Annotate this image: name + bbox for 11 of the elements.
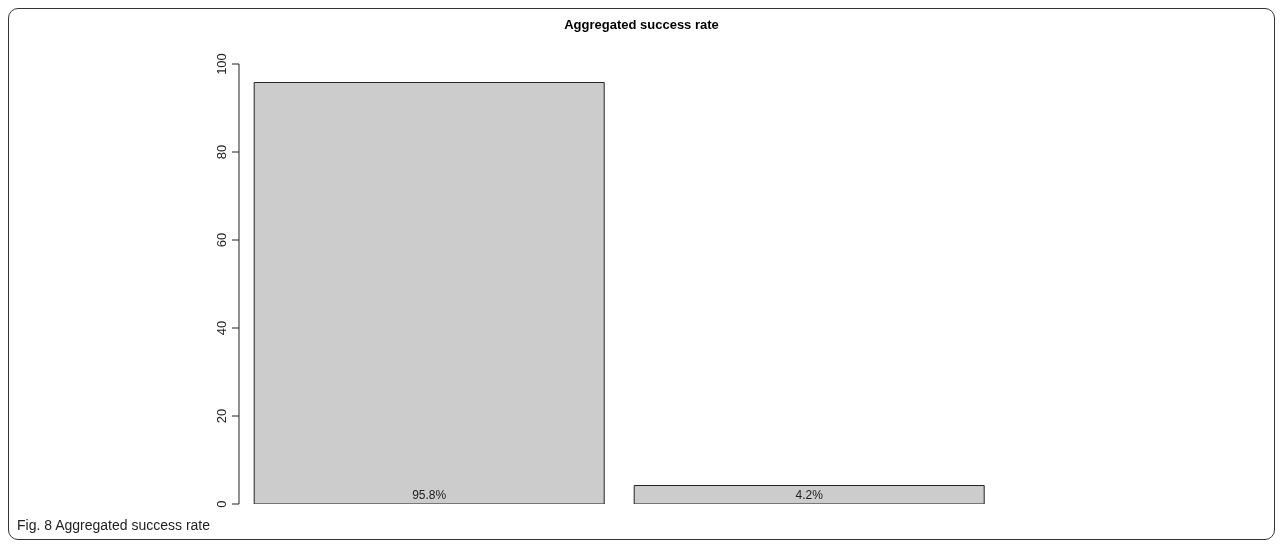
y-tick-label: 0 — [214, 500, 229, 508]
chart-title: Aggregated success rate — [563, 17, 720, 32]
y-tick-label: 40 — [214, 320, 229, 336]
y-tick-label: 60 — [214, 232, 229, 248]
caption: Fig. 8 Aggregated success rate — [17, 517, 210, 533]
data-label: 4.2% — [795, 488, 824, 502]
figure-frame: Aggregated success rate 0 20 40 60 80 100 95.8% 4.2% Fig. 8 Aggregated success rate — [8, 8, 1275, 540]
y-tick-label: 100 — [214, 53, 229, 75]
y-tick-label: 80 — [214, 144, 229, 160]
data-label: 95.8% — [412, 488, 447, 502]
y-tick-label: 20 — [214, 408, 229, 424]
